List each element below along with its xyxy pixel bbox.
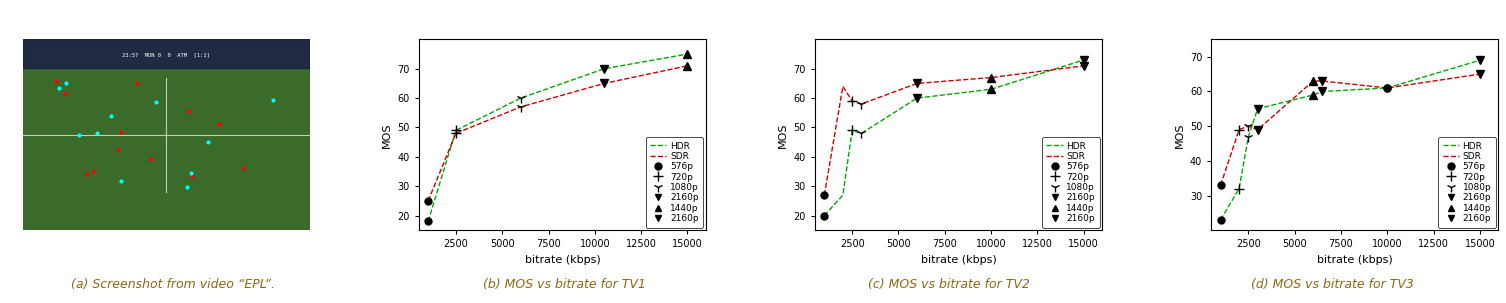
Legend: HDR, SDR, 576p, 720p, 1080p, 2160p, 1440p, 2160p: HDR, SDR, 576p, 720p, 1080p, 2160p, 1440… bbox=[1438, 137, 1495, 228]
Y-axis label: MOS: MOS bbox=[383, 122, 392, 148]
Legend: HDR, SDR, 576p, 720p, 1080p, 2160p, 1440p, 2160p: HDR, SDR, 576p, 720p, 1080p, 2160p, 1440… bbox=[1042, 137, 1099, 228]
X-axis label: bitrate (kbps): bitrate (kbps) bbox=[920, 255, 997, 265]
Text: 23:57  MUN 0  0  ATM  [1:1]: 23:57 MUN 0 0 ATM [1:1] bbox=[122, 52, 209, 57]
Legend: HDR, SDR, 576p, 720p, 1080p, 2160p, 1440p, 2160p: HDR, SDR, 576p, 720p, 1080p, 2160p, 1440… bbox=[646, 137, 703, 228]
Y-axis label: MOS: MOS bbox=[1175, 122, 1184, 148]
X-axis label: bitrate (kbps): bitrate (kbps) bbox=[1318, 255, 1393, 265]
Text: (c) MOS vs bitrate for TV2: (c) MOS vs bitrate for TV2 bbox=[867, 278, 1030, 291]
Text: (d) MOS vs bitrate for TV3: (d) MOS vs bitrate for TV3 bbox=[1251, 278, 1414, 291]
Bar bbox=[23, 39, 310, 68]
X-axis label: bitrate (kbps): bitrate (kbps) bbox=[524, 255, 601, 265]
Text: (b) MOS vs bitrate for TV1: (b) MOS vs bitrate for TV1 bbox=[483, 278, 646, 291]
Text: (a) Screenshot from video “EPL”.: (a) Screenshot from video “EPL”. bbox=[71, 278, 276, 291]
Y-axis label: MOS: MOS bbox=[779, 122, 788, 148]
